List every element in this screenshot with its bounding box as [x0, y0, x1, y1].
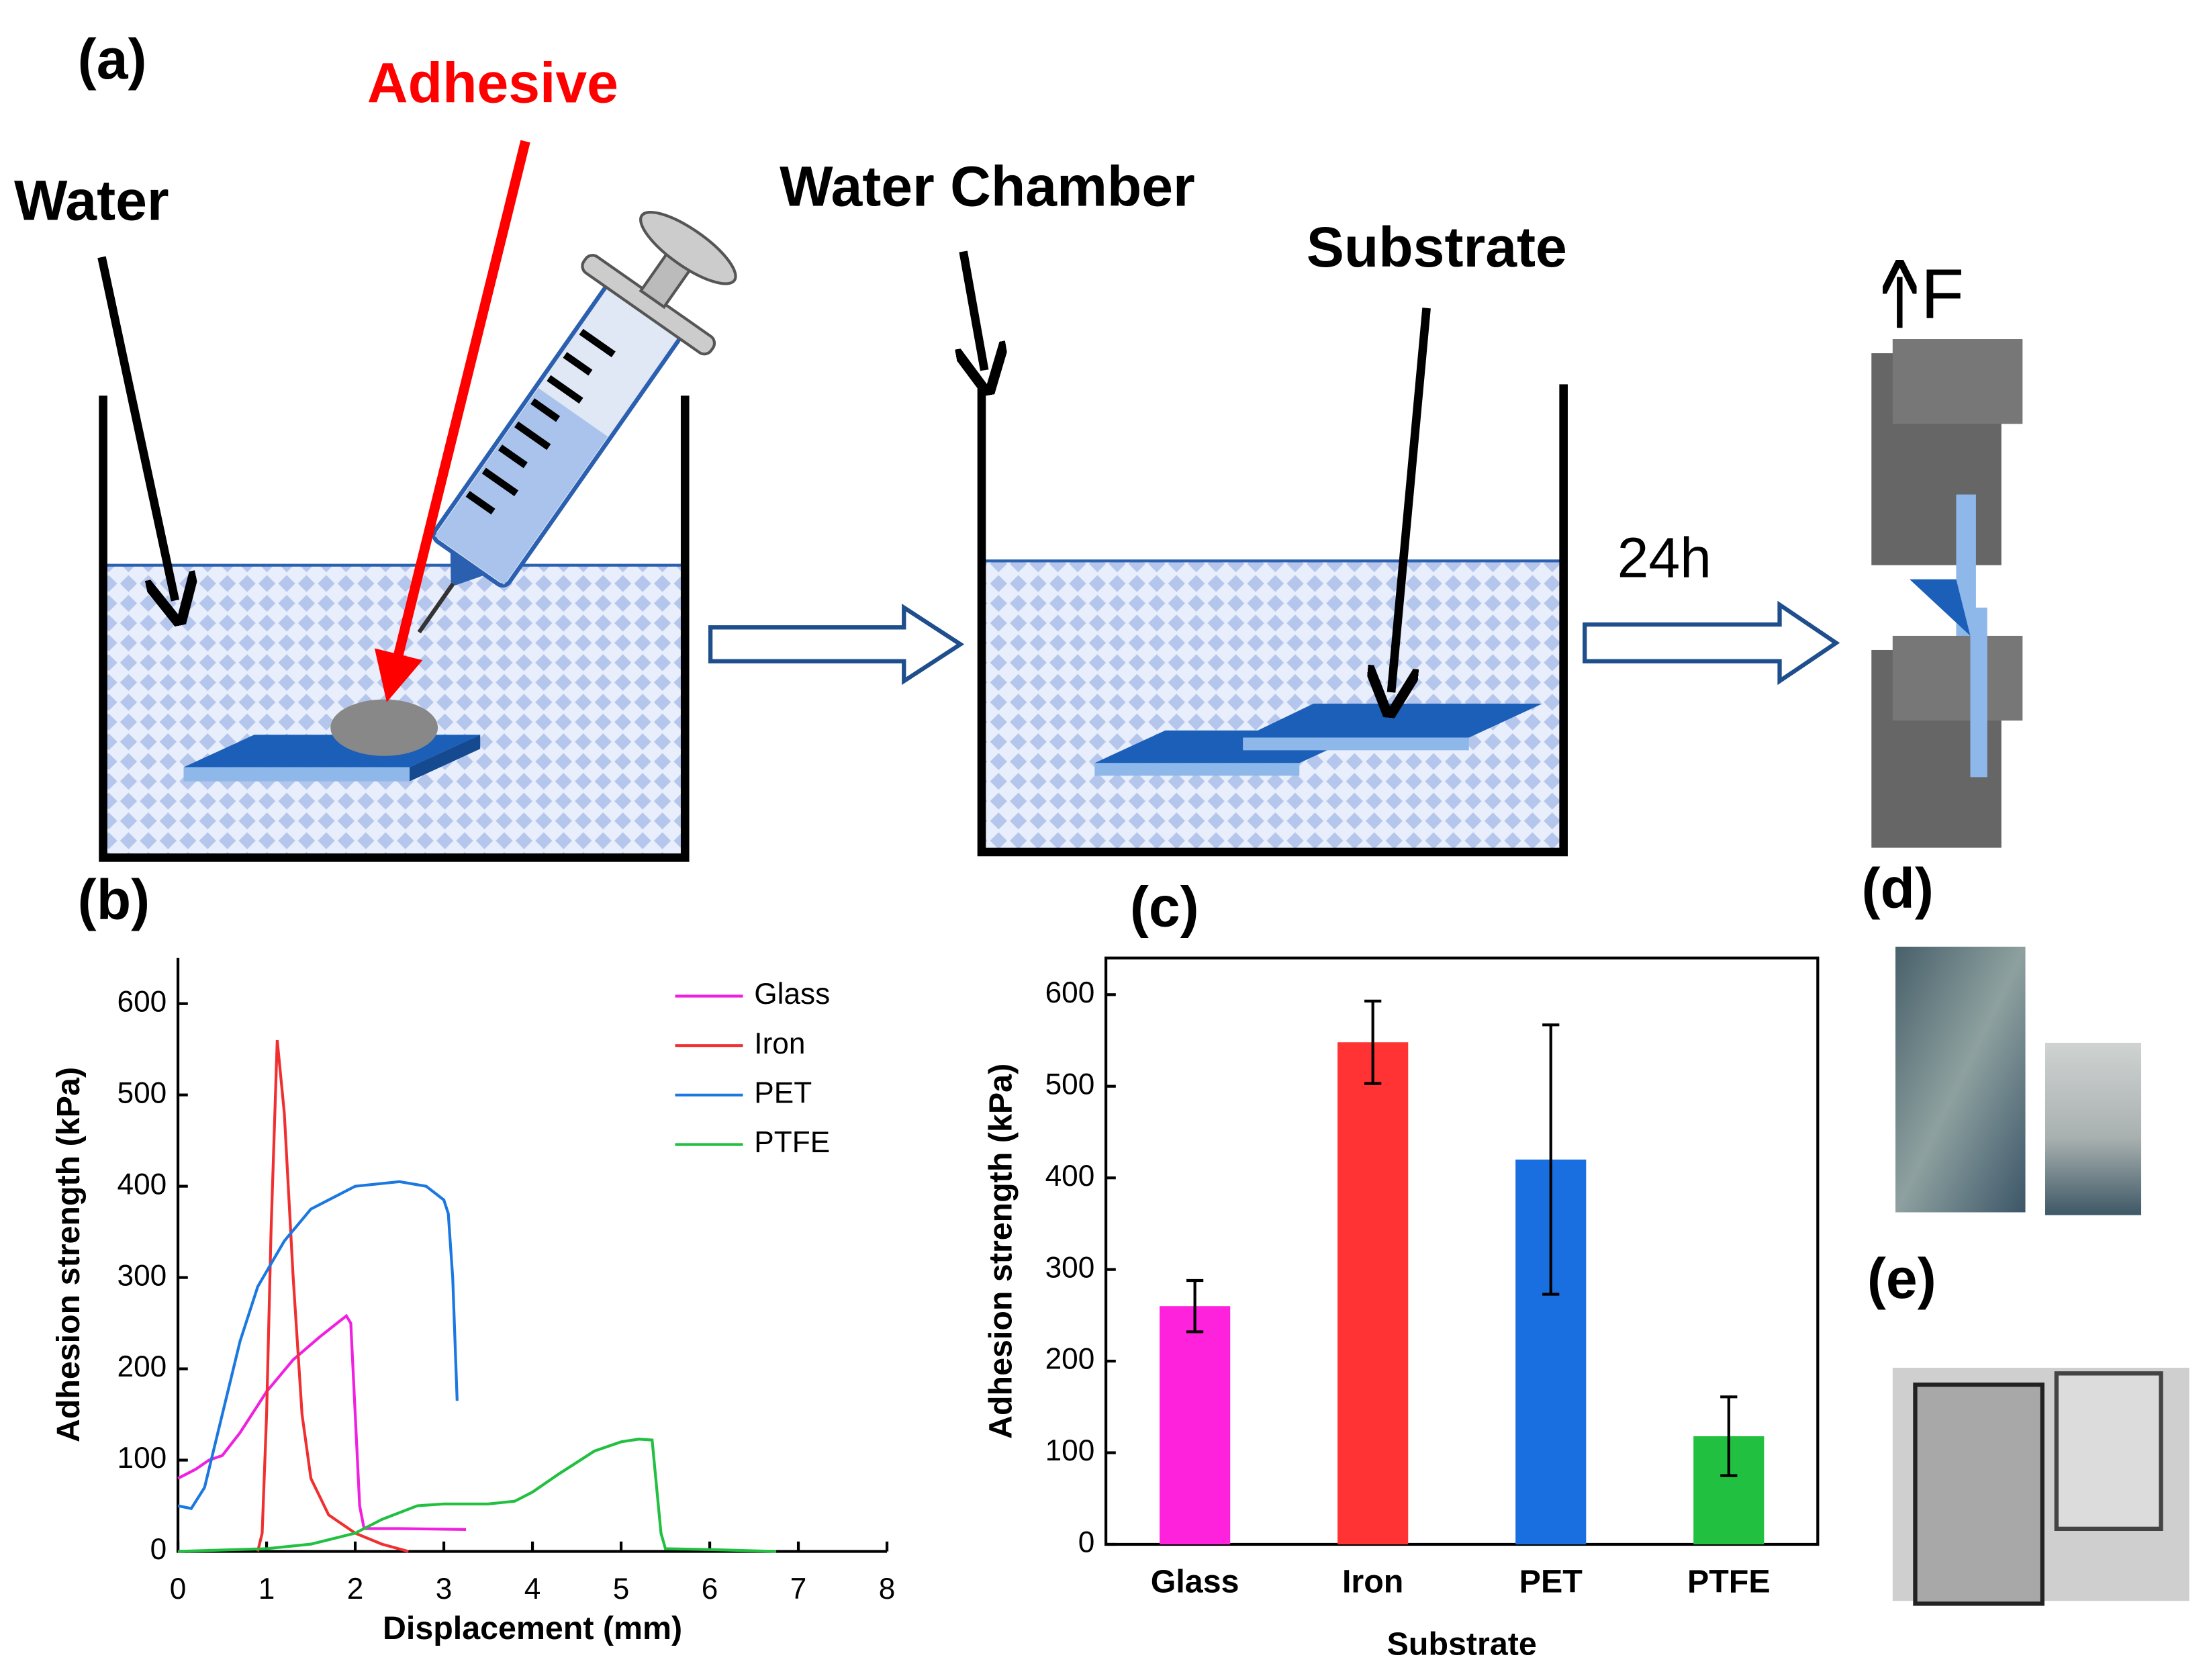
- y-tick-label: 500: [117, 1076, 167, 1109]
- x-tick-label: PTFE: [1687, 1564, 1771, 1600]
- y-tick-label: 400: [117, 1168, 167, 1201]
- photo: [2044, 1042, 2142, 1215]
- x-tick-label: 4: [524, 1573, 541, 1605]
- y-axis-label: Adhesion strength (kPa): [50, 1067, 87, 1442]
- beaker: [97, 140, 737, 862]
- y-tick-label: 200: [117, 1350, 167, 1383]
- y-tick-label: 600: [1045, 976, 1095, 1009]
- chart-c: 0 100 200 300 400 500 600 Glass Iron PET PTFE Subst…: [982, 956, 1820, 1662]
- panel-label: (d): [1862, 857, 1934, 920]
- y-tick-label: 0: [150, 1533, 167, 1566]
- y-tick-label: 100: [1045, 1434, 1095, 1467]
- error-bar: [1720, 1395, 1738, 1477]
- x-axis-label: Displacement (mm): [383, 1610, 682, 1646]
- chamber: [963, 250, 1568, 857]
- legend-label: Iron: [754, 1027, 805, 1060]
- y-tick-label: 500: [1045, 1068, 1095, 1101]
- error-bar: [1364, 999, 1382, 1085]
- error-bar: [1186, 1278, 1204, 1334]
- y-tick-label: 300: [117, 1259, 167, 1292]
- x-tick-label: Iron: [1342, 1564, 1403, 1600]
- photo: [1895, 946, 2026, 1213]
- label: 24h: [1617, 526, 1711, 590]
- line: [256, 1039, 409, 1553]
- line: [177, 1180, 459, 1510]
- x-tick-label: 3: [436, 1573, 453, 1605]
- label: Adhesive: [367, 52, 618, 115]
- legend-label: PTFE: [754, 1126, 830, 1159]
- label: Substrate: [1307, 216, 1567, 279]
- x-tick-label: 1: [258, 1573, 275, 1605]
- y-tick-label: 100: [117, 1442, 167, 1475]
- x-tick-label: Glass: [1151, 1564, 1239, 1600]
- process-arrow: [708, 604, 965, 686]
- panel-label: (b): [78, 868, 150, 931]
- label: Water: [14, 169, 169, 232]
- y-tick-label: 200: [1045, 1343, 1095, 1376]
- chart-b: 0 1 2 3 4 5 6 7 8 0 100 200 300 400 500 600 Displacement…: [50, 958, 895, 1646]
- line: [177, 1313, 467, 1531]
- y-tick-label: 400: [1045, 1160, 1095, 1193]
- panel-label: (c): [1130, 875, 1199, 938]
- panel-label: (e): [1867, 1247, 1936, 1310]
- x-tick-label: 0: [170, 1573, 187, 1605]
- bar: [1337, 1042, 1409, 1544]
- legend-label: Glass: [754, 978, 830, 1011]
- clamp: [1871, 277, 2023, 848]
- x-tick-label: 7: [790, 1573, 807, 1605]
- y-tick-label: 0: [1078, 1526, 1095, 1559]
- process-arrow: [1583, 600, 1840, 686]
- line: [177, 1438, 777, 1553]
- y-tick-label: 600: [117, 985, 167, 1018]
- bar: [1160, 1306, 1231, 1544]
- panel-label: (a): [78, 28, 147, 91]
- label: F: [1921, 255, 1964, 334]
- legend-label: PET: [754, 1076, 812, 1109]
- error-bar: [1542, 1023, 1560, 1296]
- x-axis-label: Substrate: [1387, 1626, 1537, 1662]
- x-tick-label: 5: [613, 1573, 630, 1605]
- x-tick-label: 2: [347, 1573, 364, 1605]
- label: Water Chamber: [780, 154, 1195, 218]
- x-tick-label: PET: [1519, 1564, 1583, 1600]
- frame: [1104, 956, 1820, 1546]
- y-tick-label: 300: [1045, 1251, 1095, 1284]
- x-tick-label: 8: [879, 1573, 896, 1605]
- y-axis-label: Adhesion strength (kPa): [982, 1064, 1019, 1439]
- x-tick-label: 6: [702, 1573, 718, 1605]
